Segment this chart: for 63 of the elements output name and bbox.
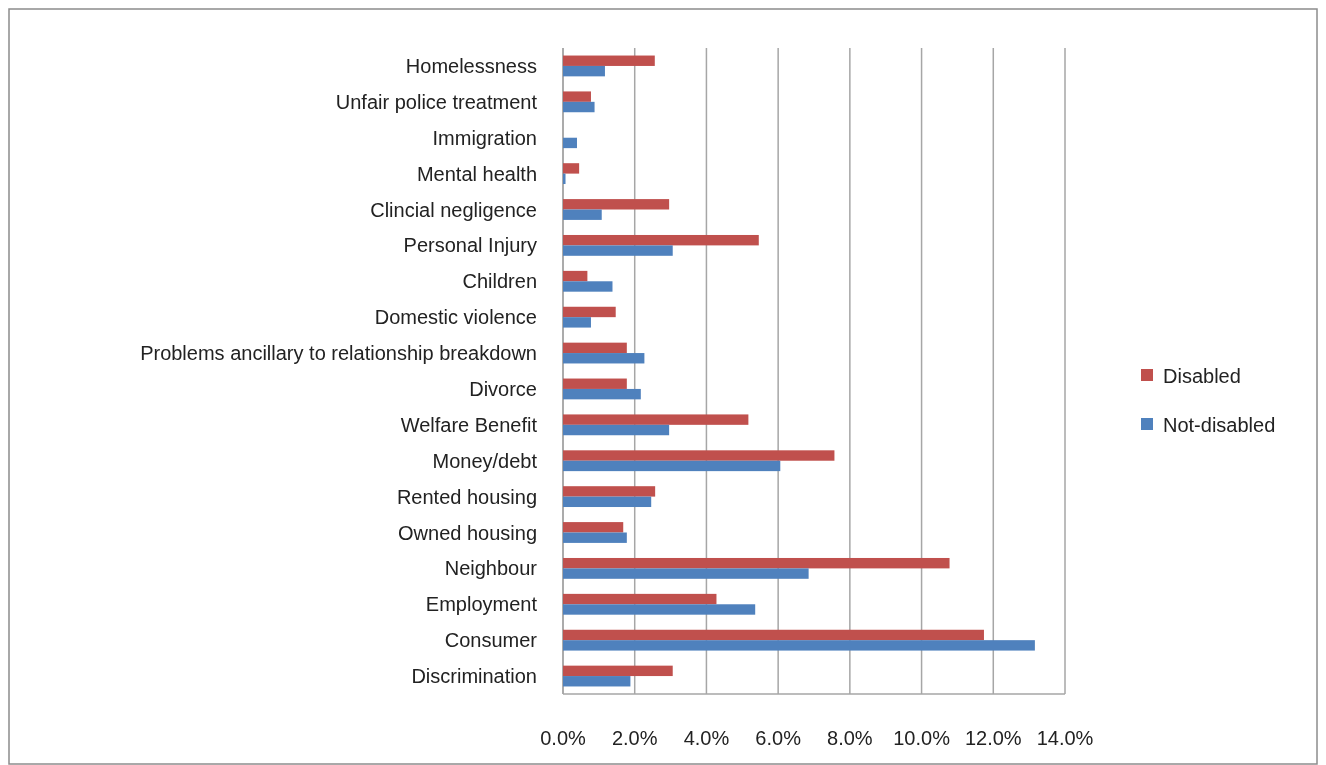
legend-label: Disabled [1163,365,1241,387]
y-tick-label: Rented housing [396,485,537,508]
y-tick-label: Domestic violence [374,306,537,329]
x-tick-label: 12.0% [964,727,1022,749]
x-tick-label: 0.0% [540,727,587,749]
bar [563,101,595,113]
y-tick-label: Employment [425,593,538,616]
x-tick-label: 4.0% [683,727,730,749]
bar [563,137,577,149]
y-tick-label: Money/debt [432,449,538,472]
x-tick-label: 14.0% [1036,727,1094,749]
bar [563,163,580,174]
bar [563,532,627,543]
y-tick-label: Owned housing [398,521,537,544]
bar [563,91,591,102]
x-tick-label: 6.0% [755,727,802,749]
y-tick-label: Discrimination [411,665,537,688]
bar [563,424,670,436]
bar [563,557,950,569]
bar [563,378,627,389]
legend-label: Not-disabled [1163,414,1276,436]
bar [563,342,627,354]
bar [563,173,566,185]
bar [563,522,624,533]
bar [563,270,588,282]
bar [563,234,759,246]
y-tick-label: Homelessness [405,54,537,77]
bar [563,665,673,677]
bar [563,496,652,508]
bar [563,281,613,292]
bar [563,593,717,605]
x-tick-label: 2.0% [611,727,658,749]
bar [563,460,781,472]
y-tick-label: Clincial negligence [370,198,537,221]
bar [563,353,645,364]
bar [563,55,655,66]
x-tick-label: 8.0% [827,727,873,749]
bar [563,65,605,77]
x-tick-label: 10.0% [893,727,951,749]
y-tick-label: Mental health [416,162,537,185]
y-tick-label: Problems ancillary to relationship breakdown [140,342,537,365]
y-tick-label: Unfair police treatment [335,90,538,113]
bar [563,640,1035,651]
bar [563,676,631,687]
y-tick-label: Personal Injury [403,234,537,257]
bar [563,209,602,220]
bar [563,604,756,615]
bar [563,450,835,461]
bar [563,414,749,425]
bar [563,199,670,210]
y-tick-label: Children [462,270,537,293]
bar [563,245,673,256]
bar [563,306,616,318]
y-tick-label: Welfare Benefit [400,413,538,436]
bar [563,486,656,497]
y-tick-label: Consumer [444,629,538,652]
bar [563,629,984,641]
y-tick-label: Immigration [432,126,537,149]
y-tick-label: Neighbour [444,557,538,580]
bar [563,568,809,579]
y-tick-label: Divorce [469,377,537,400]
bar [563,317,591,328]
bar [563,388,641,400]
